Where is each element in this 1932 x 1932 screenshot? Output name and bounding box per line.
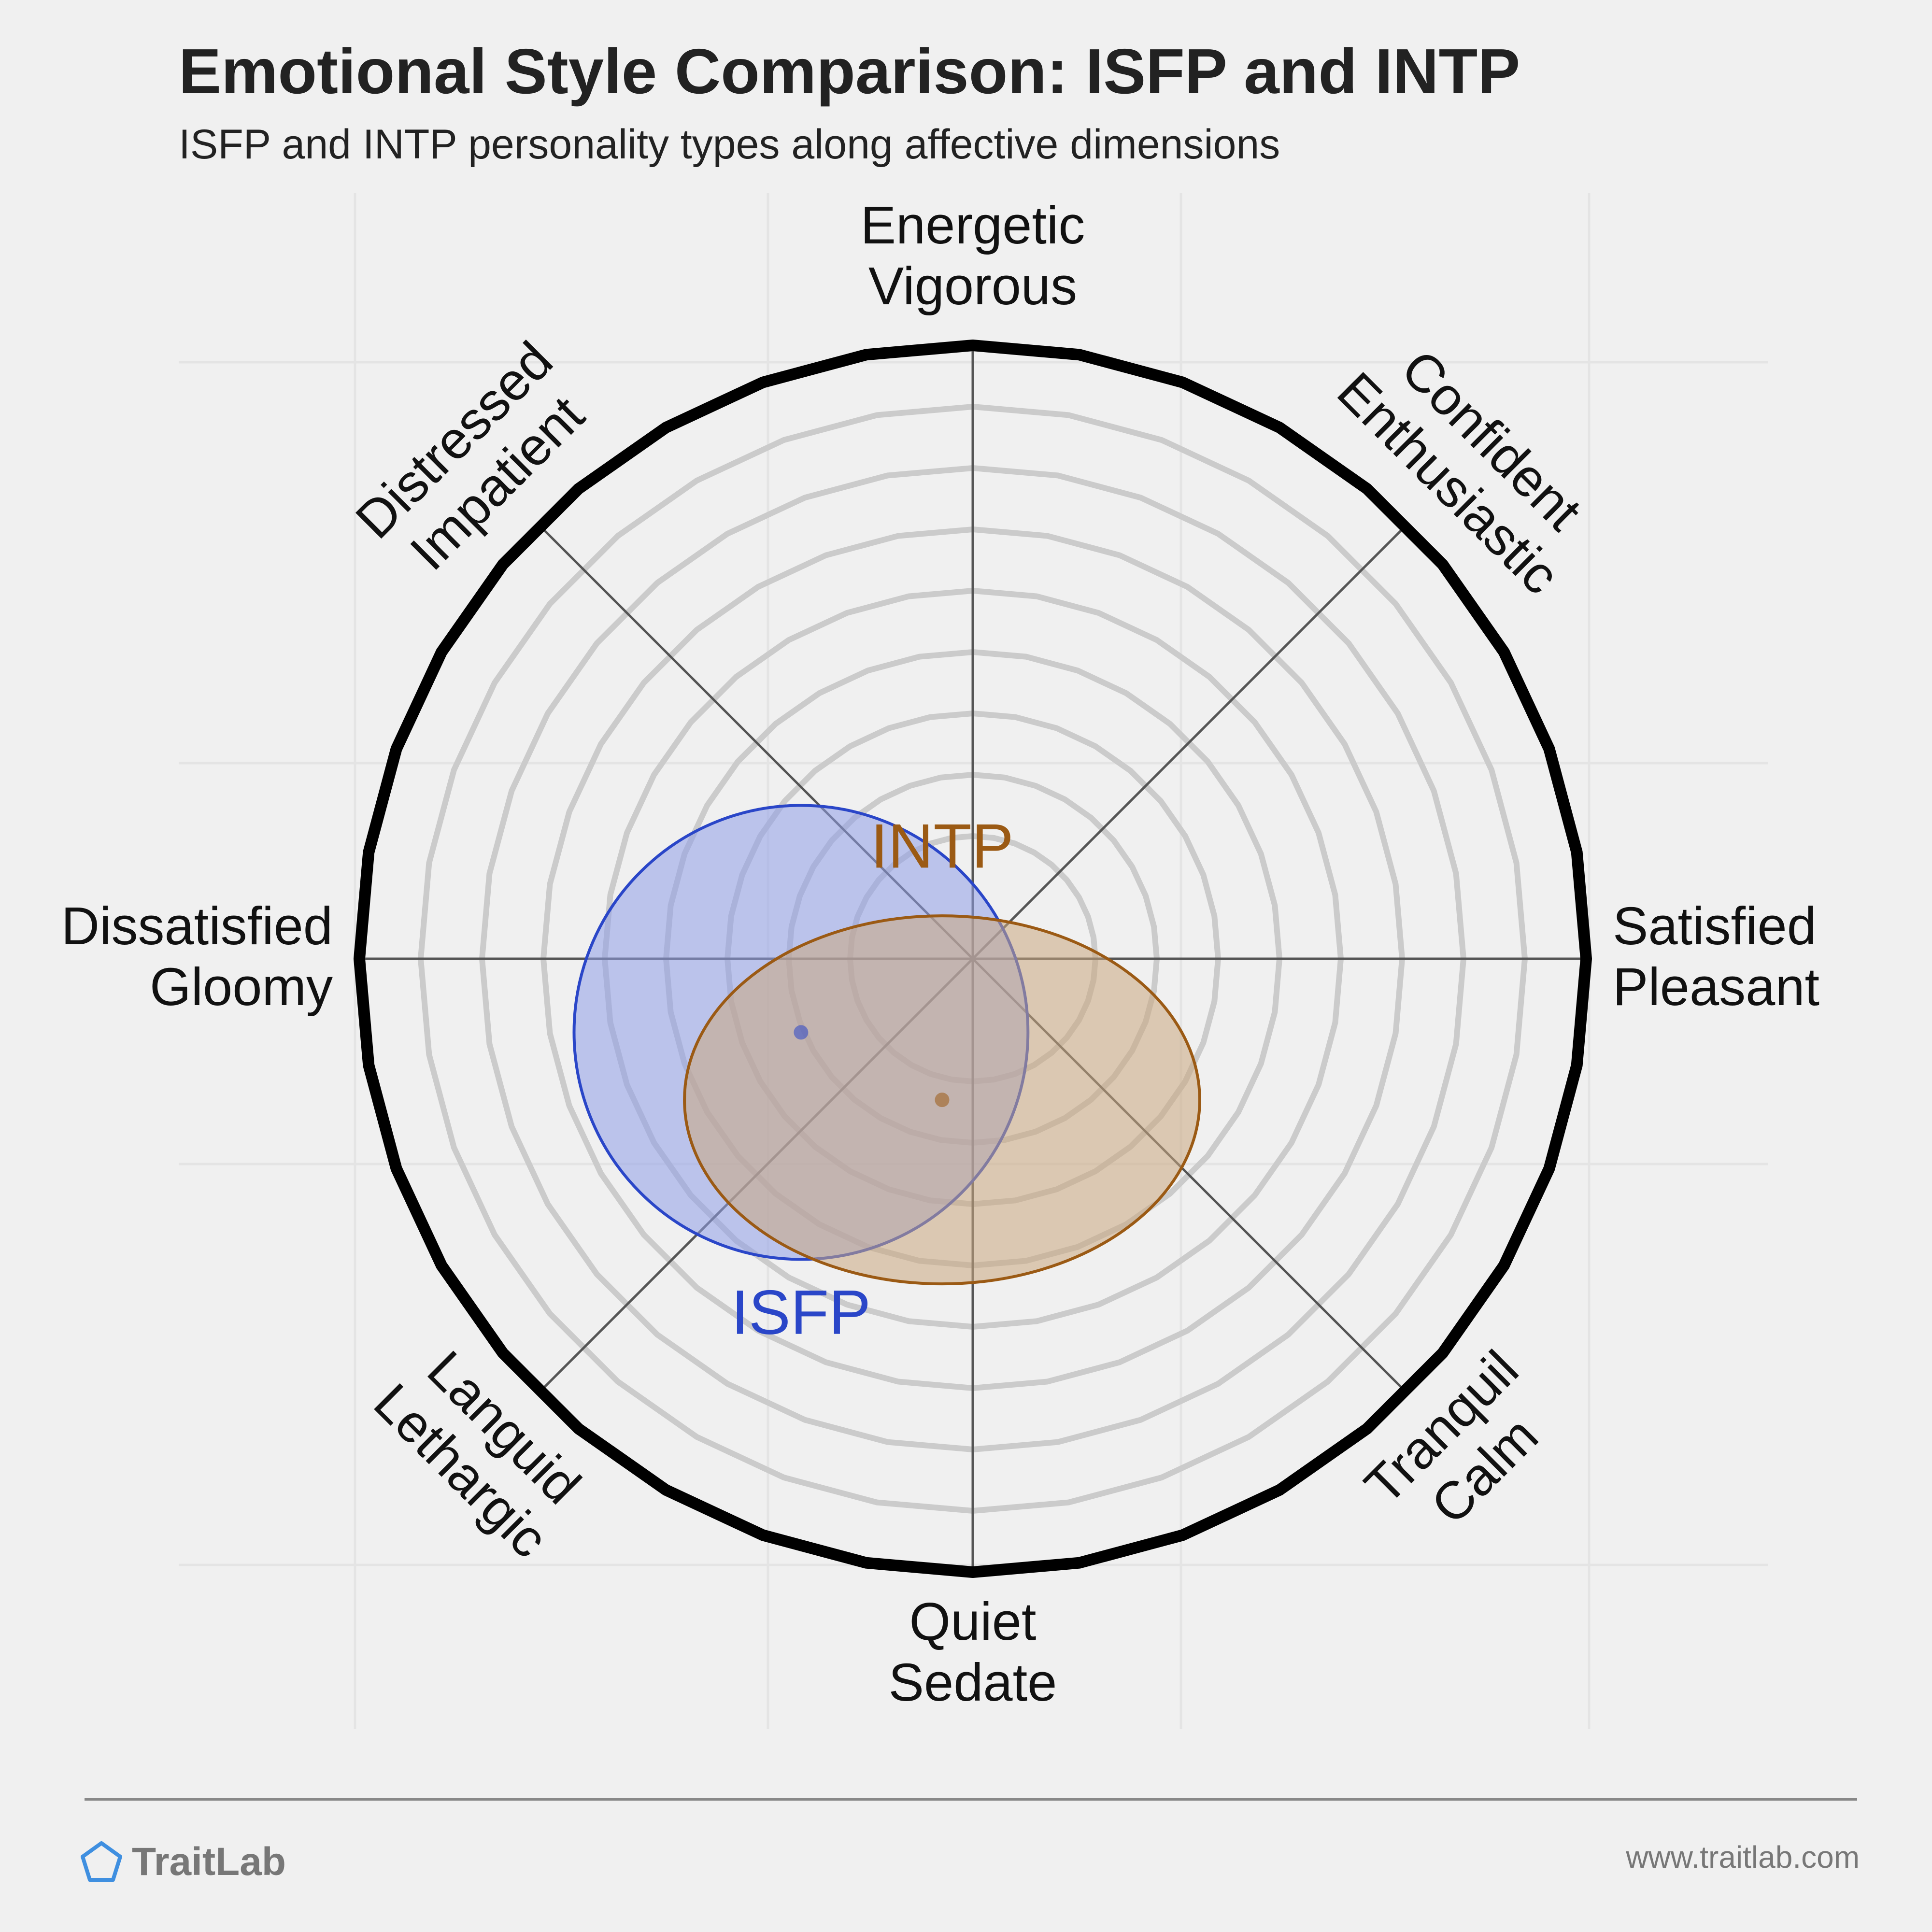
axis-label-line: Gloomy <box>150 957 333 1017</box>
axis-label: Dissatisfied Gloomy <box>61 896 333 1017</box>
outer-ring-layer <box>354 340 1592 1578</box>
axis-label-line: Satisfied <box>1613 896 1817 956</box>
chart-title: Emotional Style Comparison: ISFP and INT… <box>179 36 1520 107</box>
pentagon-icon <box>81 1841 122 1882</box>
axis-label: Energetic Vigorous <box>861 196 1085 316</box>
series-isfp-center-point <box>794 1025 809 1040</box>
axis-label-line: Vigorous <box>868 256 1077 316</box>
axis-label: Satisfied Pleasant <box>1613 896 1819 1017</box>
axis-label-line: Pleasant <box>1613 957 1819 1017</box>
axis-label-line: Quiet <box>909 1592 1037 1651</box>
footer-url: www.traitlab.com <box>1626 1840 1860 1875</box>
brand: TraitLab <box>80 1835 286 1889</box>
axis-label-line: Dissatisfied <box>61 896 333 956</box>
chart-subtitle: ISFP and INTP personality types along af… <box>179 121 1280 168</box>
series-intp-label: INTP <box>870 810 1013 881</box>
axis-label-line: Sedate <box>889 1653 1057 1712</box>
axis-label-line: Energetic <box>861 196 1085 255</box>
brand-name: TraitLab <box>132 1840 286 1884</box>
series-intp-center-point <box>935 1093 950 1108</box>
axis-label: Quiet Sedate <box>889 1592 1057 1712</box>
series-isfp-label: ISFP <box>731 1277 871 1348</box>
outer-ring <box>354 340 1592 1578</box>
footer-divider <box>85 1798 1857 1801</box>
axis-spoke <box>972 524 1407 960</box>
series-layer <box>572 804 1201 1286</box>
series-labels: ISFP INTP <box>731 810 1014 1347</box>
